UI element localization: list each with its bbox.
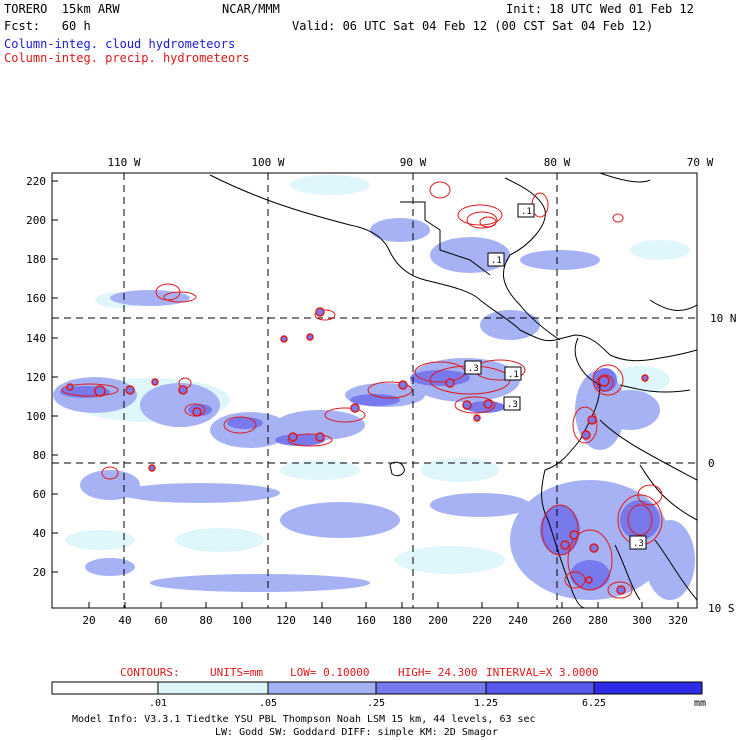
x-tick-label: 140: [312, 614, 332, 627]
x-tick-label: 160: [356, 614, 376, 627]
contour-info: CONTOURS: UNITS=mm LOW= 0.10000 HIGH= 24…: [120, 666, 599, 679]
x-tick-label: 100: [232, 614, 252, 627]
footer-model-info: Model Info: V3.3.1 Tiedtke YSU PBL Thomp…: [72, 714, 536, 725]
forecast-hour: Fcst: 60 h: [4, 19, 91, 33]
y-tick-label: 200: [26, 214, 46, 227]
y-tick-label: 220: [26, 175, 46, 188]
convective-cells: [66, 307, 649, 595]
colorbar-tick: .25: [367, 698, 385, 709]
colorbar-unit: mm: [694, 698, 706, 709]
x-tick-label: 280: [588, 614, 608, 627]
field-label-cloud: Column-integ. cloud hydrometeors: [4, 37, 236, 51]
contour-units: UNITS=mm: [210, 666, 263, 679]
contour-info-heading: CONTOURS:: [120, 666, 180, 679]
contour-label: .1: [491, 256, 502, 266]
x-tick-label: 300: [632, 614, 652, 627]
x-tick-label: 20: [82, 614, 95, 627]
init-time: Init: 18 UTC Wed 01 Feb 12: [506, 2, 694, 16]
y-tick-label: 80: [33, 449, 46, 462]
x-tick-label: 180: [392, 614, 412, 627]
colorbar-tick: .05: [259, 698, 277, 709]
colorbar-tick: 1.25: [474, 698, 498, 709]
x-tick-label: 80: [199, 614, 212, 627]
contour-label: .1: [508, 370, 519, 380]
x-tick-label: 200: [428, 614, 448, 627]
lat-lon-grid: [52, 173, 697, 608]
map-plot-area: .1 .1 .3 .1 .3 .3: [52, 173, 697, 608]
lon-label-90w: 90 W: [400, 156, 427, 169]
contour-label: .3: [507, 400, 518, 410]
lat-label-10s: 10 S: [708, 602, 735, 615]
lat-labels: 10 N 0 10 S: [708, 312, 737, 615]
model-title: TORERO 15km ARW: [4, 2, 120, 16]
colorbar-tick: 6.25: [582, 698, 606, 709]
y-tick-label: 120: [26, 371, 46, 384]
contour-interval: INTERVAL=X 3.0000: [486, 666, 599, 679]
x-tick-label: 220: [472, 614, 492, 627]
lat-label-0: 0: [708, 457, 715, 470]
y-tick-label: 180: [26, 253, 46, 266]
lon-label-80w: 80 W: [544, 156, 571, 169]
field-label-precip: Column-integ. precip. hydrometeors: [4, 51, 250, 65]
y-axis: 220 200 180 160 140 120 100 80 60 40 20: [26, 175, 58, 579]
contour-label: .3: [633, 539, 644, 549]
lon-label-100w: 100 W: [251, 156, 284, 169]
y-tick-label: 40: [33, 527, 46, 540]
footer-physics-info: LW: Godd SW: Goddard DIFF: simple KM: 2D…: [215, 727, 498, 738]
x-tick-label: 120: [276, 614, 296, 627]
valid-time: Valid: 06 UTC Sat 04 Feb 12 (00 CST Sat …: [292, 19, 654, 33]
mid-cloud-layer: [53, 218, 695, 600]
x-tick-label: 240: [508, 614, 528, 627]
colorbar: .01 .05 .25 1.25 6.25 mm: [51, 681, 706, 709]
y-tick-label: 20: [33, 566, 46, 579]
map-frame: [51, 172, 698, 609]
x-axis: 20 40 60 80 100 120 140 160 180 200 220 …: [82, 602, 688, 627]
lon-label-110w: 110 W: [107, 156, 140, 169]
x-tick-label: 320: [668, 614, 688, 627]
lat-label-10n: 10 N: [710, 312, 737, 325]
colorbar-tick: .01: [149, 698, 167, 709]
contour-label: .3: [468, 364, 479, 374]
x-tick-label: 40: [118, 614, 131, 627]
y-tick-label: 160: [26, 292, 46, 305]
contour-labels: .1 .1 .3 .1 .3 .3: [464, 203, 647, 550]
organization-label: NCAR/MMM: [222, 2, 280, 16]
y-tick-label: 140: [26, 332, 46, 345]
x-tick-label: 260: [552, 614, 572, 627]
contour-low: LOW= 0.10000: [290, 666, 369, 679]
lon-label-70w: 70 W: [687, 156, 714, 169]
contour-high: HIGH= 24.300: [398, 666, 477, 679]
y-tick-label: 100: [26, 410, 46, 423]
x-tick-label: 60: [154, 614, 167, 627]
contour-label: .1: [521, 207, 532, 217]
y-tick-label: 60: [33, 488, 46, 501]
